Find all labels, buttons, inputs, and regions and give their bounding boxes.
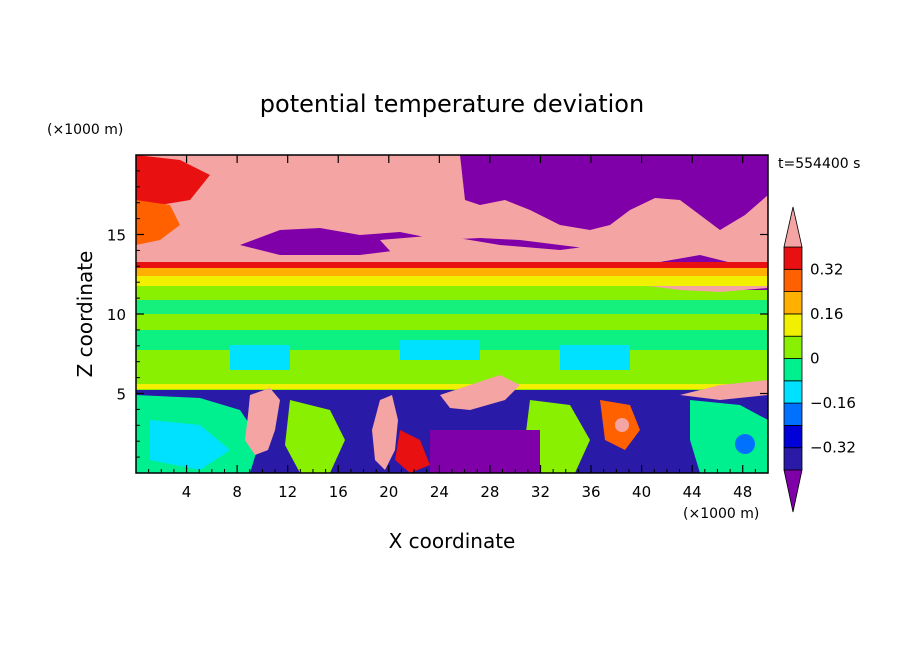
colorbar: 0.32 0.16 0 −0.16 −0.32: [783, 206, 856, 513]
colorbar-segment: [783, 424, 803, 449]
field-teal-strip-1: [136, 300, 768, 314]
y-ticks: 5 10 15: [107, 170, 768, 458]
field-warm-orange: [136, 268, 768, 276]
colorbar-segment: [783, 380, 803, 404]
field-purple-upper: [460, 155, 768, 230]
x-tick-label: 12: [278, 483, 297, 501]
field-pink-blob-1: [245, 388, 280, 455]
x-tick-label: 28: [480, 483, 499, 501]
field-red-swirl-1: [395, 430, 430, 473]
colorbar-extend-max: [783, 206, 803, 248]
colorbar-segment: [783, 447, 803, 471]
colorbar-segment: [783, 246, 803, 270]
y-unit-label: (×1000 m): [47, 122, 123, 138]
colorbar-segment: [783, 402, 803, 426]
heatmap-field: [136, 155, 768, 473]
colorbar-label: −0.32: [810, 439, 856, 457]
colorbar-label: 0.32: [810, 260, 843, 278]
field-green-swirl-2: [525, 400, 590, 473]
field-left-orange: [136, 200, 180, 245]
x-axis-label: X coordinate: [389, 529, 516, 553]
field-green-swirl-3: [690, 400, 768, 473]
x-tick-label: 32: [531, 483, 550, 501]
x-tick-label: 16: [329, 483, 348, 501]
field-blue-spot: [735, 434, 755, 454]
x-tick-label: 24: [430, 483, 449, 501]
field-purple-low: [430, 430, 540, 473]
chart-title: potential temperature deviation: [260, 90, 644, 118]
x-tick-label: 20: [379, 483, 398, 501]
x-tick-label: 40: [632, 483, 651, 501]
colorbar-segment: [783, 358, 803, 382]
time-label: t=554400 s: [778, 156, 860, 172]
x-tick-label: 4: [182, 483, 192, 501]
field-pink-plume: [440, 375, 520, 410]
x-tick-label: 44: [683, 483, 702, 501]
field-low-cyan: [150, 420, 230, 470]
colorbar-label: 0.16: [810, 305, 843, 323]
field-cyan-patch-1: [230, 345, 290, 370]
colorbar-segment: [783, 268, 803, 292]
x-tick-label: 8: [232, 483, 242, 501]
field-pink-spot: [615, 418, 629, 432]
field-left-red: [136, 155, 210, 210]
colorbar-segment: [783, 313, 803, 337]
y-tick-label: 5: [116, 386, 126, 404]
x-ticks: 4 8 12 16 20 24 28 32 36 40 44 48: [148, 155, 756, 501]
field-cyan-patch-2: [400, 340, 480, 360]
x-tick-label: 48: [733, 483, 752, 501]
field-cyan-patch-3: [560, 345, 630, 370]
colorbar-label: 0: [810, 350, 820, 368]
colorbar-extend-min: [783, 469, 803, 513]
x-unit-label: (×1000 m): [683, 506, 759, 522]
field-warm-red: [136, 262, 768, 268]
y-tick-label: 10: [107, 306, 126, 324]
field-green-swirl-1: [285, 400, 345, 473]
field-pink-blob-2: [372, 395, 398, 470]
colorbar-segment: [783, 335, 803, 359]
field-warm-yellow: [136, 276, 768, 286]
colorbar-label: −0.16: [810, 394, 856, 412]
field-yellow-line: [136, 384, 768, 389]
field-pink-plume-right: [680, 380, 768, 400]
y-tick-label: 15: [107, 227, 126, 245]
x-tick-label: 36: [581, 483, 600, 501]
colorbar-segment: [783, 291, 803, 315]
y-axis-label: Z coordinate: [73, 251, 97, 378]
